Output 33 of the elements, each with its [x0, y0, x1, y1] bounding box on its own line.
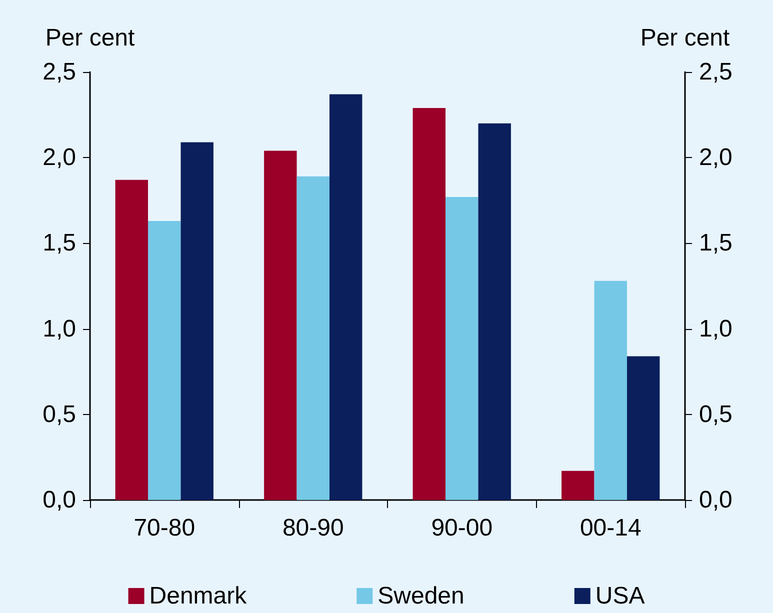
y2-tick-label: 1,5 — [699, 230, 732, 257]
y-tick-label: 2,5 — [42, 58, 76, 86]
y-tick-label: 2,0 — [42, 144, 76, 172]
legend-label: Denmark — [149, 582, 248, 610]
x-tick-label: 00-14 — [580, 514, 642, 542]
bar — [180, 142, 214, 500]
bar — [562, 470, 594, 500]
bar — [148, 220, 181, 500]
bar — [115, 180, 148, 500]
legend-label: USA — [595, 582, 645, 610]
bar — [626, 356, 660, 500]
y-tick-label: 0,5 — [42, 400, 76, 428]
x-tick-label: 70-80 — [134, 514, 196, 542]
x-tick-label: 90-00 — [431, 514, 493, 542]
y-tick-label: 0,0 — [42, 486, 76, 514]
y2-tick-label: 1,0 — [699, 315, 732, 342]
bar — [296, 176, 330, 500]
y2-tick-label: 2,5 — [699, 58, 732, 86]
bar — [594, 280, 627, 500]
y-tick-label: 1,0 — [42, 315, 76, 342]
bar — [478, 123, 511, 500]
y2-tick-label: 0,5 — [699, 400, 732, 428]
y2-tick-label: 2,0 — [699, 144, 732, 172]
bar — [329, 94, 362, 500]
bar — [412, 108, 446, 500]
bar — [446, 196, 478, 500]
y2-axis-title: Per cent — [640, 24, 730, 52]
y-axis-title: Per cent — [45, 24, 136, 52]
bar — [264, 150, 297, 500]
x-tick-label: 80-90 — [282, 514, 344, 542]
y-tick-label: 1,5 — [42, 230, 76, 257]
y2-tick-label: 0,0 — [699, 486, 732, 514]
legend-label: Sweden — [378, 582, 464, 610]
